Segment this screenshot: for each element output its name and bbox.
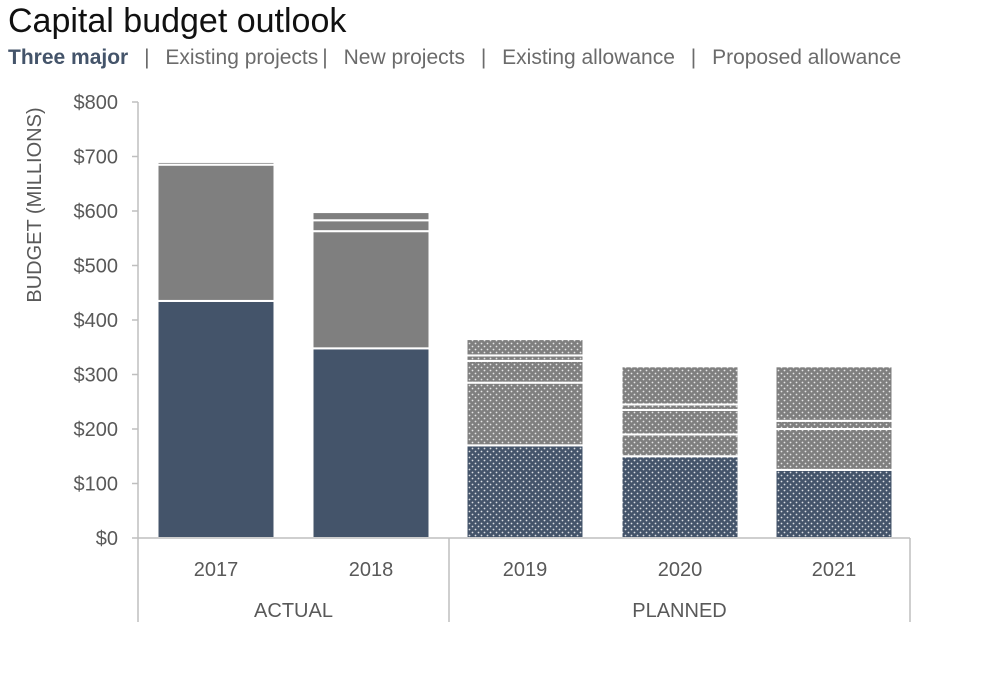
legend: Three major | Existing projects | New pro… <box>8 46 901 70</box>
bar-segment-2020-proposed-allowance <box>620 365 740 406</box>
legend-item-three-major[interactable]: Three major <box>8 46 129 69</box>
x-tick-label-2017: 2017 <box>194 559 239 581</box>
bar-segment-2017-three-major <box>156 299 276 539</box>
x-group-label-actual: ACTUAL <box>254 600 333 622</box>
x-group-label-planned: PLANNED <box>632 600 726 622</box>
y-tick-label: $0 <box>96 528 118 550</box>
bar-segment-2019-three-major <box>465 444 585 540</box>
bar-segment-2021-existing-projects <box>774 428 894 471</box>
bar-segment-2021-new-projects <box>774 419 894 431</box>
bar-segment-2020-existing-projects <box>620 433 740 458</box>
y-tick-label: $400 <box>74 310 119 332</box>
bar-segment-2017-existing-projects <box>156 163 276 302</box>
bar-segment-2021-proposed-allowance <box>774 365 894 422</box>
legend-separator: | <box>690 46 697 69</box>
y-axis-title: BUDGET (MILLIONS) <box>24 107 46 302</box>
legend-item-existing-projects[interactable]: Existing projects <box>165 46 319 69</box>
bar-segment-2019-new-projects <box>465 359 585 384</box>
bar-segment-2018-existing-projects <box>311 230 431 350</box>
legend-item-new-projects[interactable]: New projects <box>343 46 465 69</box>
bar-segment-2019-proposed-allowance <box>465 338 585 357</box>
legend-separator: | <box>480 46 487 69</box>
legend-separator: | <box>322 46 328 69</box>
y-tick-label: $100 <box>74 474 119 496</box>
legend-separator: | <box>144 46 150 69</box>
legend-item-existing-allowance[interactable]: Existing allowance <box>502 46 675 69</box>
x-tick-label-2019: 2019 <box>503 559 548 581</box>
bar-segment-2017-new-projects <box>156 160 276 166</box>
chart-title: Capital budget outlook <box>8 2 347 40</box>
y-tick-label: $800 <box>74 92 119 114</box>
y-tick-label: $300 <box>74 365 119 387</box>
x-tick-label-2020: 2020 <box>658 559 703 581</box>
bar-segment-2020-three-major <box>620 455 740 539</box>
bar-segment-2018-existing-allowance <box>311 211 431 222</box>
bar-segment-2018-three-major <box>311 347 431 539</box>
x-tick-label-2018: 2018 <box>349 559 394 581</box>
y-tick-label: $200 <box>74 419 119 441</box>
bar-segment-2020-new-projects <box>620 408 740 436</box>
bar-segment-2019-existing-projects <box>465 381 585 447</box>
legend-item-proposed-allowance[interactable]: Proposed allowance <box>712 46 902 69</box>
y-tick-label: $500 <box>74 256 119 278</box>
x-tick-label-2021: 2021 <box>812 559 857 581</box>
y-tick-label: $600 <box>74 201 119 223</box>
y-tick-label: $700 <box>74 147 119 169</box>
bar-segment-2021-three-major <box>774 468 894 539</box>
bar-segment-2018-new-projects <box>311 219 431 233</box>
